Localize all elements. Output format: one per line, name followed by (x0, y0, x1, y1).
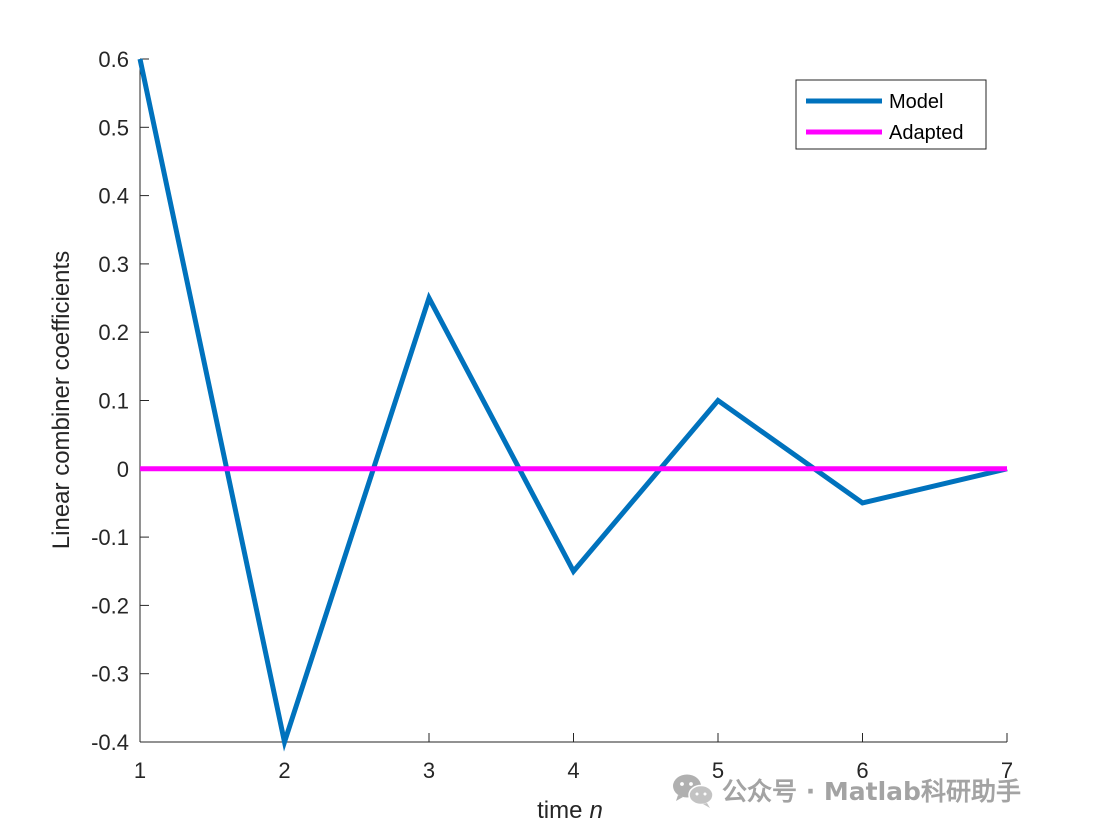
x-tick-label: 6 (856, 758, 868, 783)
y-axis-label: Linear combiner coefficients (48, 251, 75, 549)
legend-label-model: Model (889, 91, 943, 113)
legend: Model Adapted (795, 79, 987, 150)
y-tick-label: -0.4 (91, 730, 129, 755)
series-layer (137, 58, 1008, 752)
y-tick-label: 0.2 (98, 320, 129, 345)
legend-box (795, 79, 987, 150)
y-tick-label: 0.1 (98, 389, 129, 414)
legend-label-adapted: Adapted (889, 122, 964, 144)
y-tick-label: 0.6 (98, 47, 129, 72)
y-axis-ticks: -0.4 -0.3 -0.2 -0.1 0 0.1 0.2 0.3 0.4 0.5 0.6 (91, 47, 149, 755)
x-tick-label: 3 (423, 758, 435, 783)
x-tick-label: 1 (134, 758, 146, 783)
y-tick-label: -0.2 (91, 593, 129, 618)
y-tick-label: 0 (117, 457, 129, 482)
y-tick-label: 0.3 (98, 252, 129, 277)
watermark-text: 公众号 · Matlab科研助手 (722, 777, 1021, 806)
wechat-icon (673, 774, 714, 808)
x-axis-label: time n (537, 797, 603, 824)
x-axis-label-text: time (537, 797, 582, 824)
x-tick-label: 4 (567, 758, 579, 783)
y-tick-label: 0.5 (98, 115, 129, 140)
y-tick-label: -0.3 (91, 662, 129, 687)
series-line-model (137, 58, 1008, 752)
x-tick-label: 5 (712, 758, 724, 783)
y-tick-label: 0.4 (98, 184, 129, 209)
x-axis-label-variable: n (589, 797, 602, 824)
x-tick-label: 2 (278, 758, 290, 783)
watermark: 公众号 · Matlab科研助手 (673, 774, 1021, 808)
y-tick-label: -0.1 (91, 525, 129, 550)
x-axis-ticks: 1 2 3 4 5 6 7 (134, 733, 1013, 783)
x-tick-label: 7 (1001, 758, 1013, 783)
